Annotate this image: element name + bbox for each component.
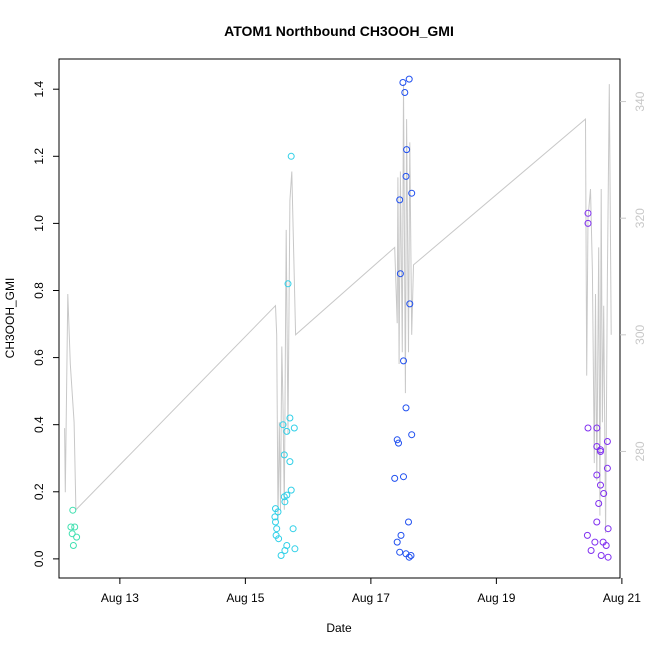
y2-tick-label: 280 xyxy=(633,441,647,461)
data-point xyxy=(591,538,599,546)
data-point xyxy=(281,498,289,506)
data-point xyxy=(393,538,401,546)
data-point xyxy=(402,404,410,412)
secondary-y-axis: 280 300 320 340 xyxy=(620,91,647,461)
y2-tick-label: 340 xyxy=(633,91,647,111)
data-point xyxy=(396,196,404,204)
data-point xyxy=(603,464,611,472)
data-point xyxy=(69,542,77,549)
data-point xyxy=(400,357,407,365)
data-point xyxy=(289,525,297,533)
data-points-layer xyxy=(67,75,612,561)
data-point xyxy=(396,548,404,556)
data-point xyxy=(395,439,402,447)
x-tick-label: Aug 15 xyxy=(226,591,264,605)
y-tick-label: 1.4 xyxy=(32,81,46,98)
y-axis-label: CH3OOH_GMI xyxy=(3,278,17,359)
data-point xyxy=(391,474,399,482)
data-point xyxy=(287,152,295,160)
data-point xyxy=(593,518,601,526)
altitude-line xyxy=(64,84,612,534)
data-point xyxy=(67,523,75,531)
x-tick-label: Aug 21 xyxy=(603,591,641,605)
data-point xyxy=(396,270,404,278)
data-point xyxy=(279,421,287,429)
data-point xyxy=(587,547,595,554)
y-tick-label: 0.0 xyxy=(32,550,46,567)
data-point xyxy=(403,146,411,154)
y-axis: 0.0 0.2 0.4 0.6 0.8 1.0 1.2 1.4 xyxy=(32,81,59,567)
data-point xyxy=(280,451,288,459)
data-point xyxy=(597,446,604,454)
data-point xyxy=(400,473,407,481)
data-point xyxy=(405,518,412,526)
y2-tick-label: 320 xyxy=(633,208,647,228)
plot-area xyxy=(58,58,621,579)
data-point xyxy=(290,424,298,432)
data-point xyxy=(274,508,282,516)
data-point xyxy=(287,486,295,494)
data-point xyxy=(597,552,605,559)
x-tick-label: Aug 13 xyxy=(101,591,139,605)
x-tick-label: Aug 19 xyxy=(477,591,515,605)
data-point xyxy=(283,427,291,435)
data-point xyxy=(402,172,410,180)
x-axis-label: Date xyxy=(326,621,352,635)
data-point xyxy=(73,533,81,541)
x-axis: Aug 13 Aug 15 Aug 17 Aug 19 Aug 21 xyxy=(101,578,641,605)
data-point xyxy=(405,553,413,561)
y-tick-label: 0.8 xyxy=(32,282,46,299)
data-point xyxy=(71,523,79,531)
y-tick-label: 1.2 xyxy=(32,148,46,165)
data-point xyxy=(407,552,415,559)
data-point xyxy=(597,481,604,489)
data-point xyxy=(408,189,416,197)
y-tick-label: 0.2 xyxy=(32,483,46,500)
data-point xyxy=(604,553,612,561)
data-point xyxy=(291,545,299,553)
data-point xyxy=(275,535,283,543)
data-point xyxy=(397,531,405,539)
data-point xyxy=(281,547,289,554)
data-point xyxy=(604,525,612,533)
data-point xyxy=(584,424,592,432)
data-point xyxy=(68,530,76,538)
data-point xyxy=(603,438,611,445)
data-point xyxy=(593,471,601,479)
altitude-line-layer xyxy=(64,84,612,534)
data-point xyxy=(595,500,603,507)
data-point xyxy=(271,513,279,521)
data-point xyxy=(584,209,592,217)
data-point xyxy=(393,436,401,444)
data-point xyxy=(405,75,413,83)
y-tick-label: 0.6 xyxy=(32,349,46,366)
y2-tick-label: 300 xyxy=(633,324,647,344)
data-point xyxy=(272,518,279,526)
y-tick-label: 0.4 xyxy=(32,416,46,433)
data-point xyxy=(401,89,409,96)
data-point xyxy=(399,79,407,86)
data-point xyxy=(584,219,592,227)
data-point xyxy=(286,458,294,466)
x-tick-label: Aug 17 xyxy=(352,591,390,605)
y-tick-label: 1.0 xyxy=(32,215,46,232)
data-point xyxy=(593,424,601,432)
data-point xyxy=(408,431,416,439)
chart-title: ATOM1 Northbound CH3OOH_GMI xyxy=(224,23,454,39)
data-point xyxy=(284,280,292,288)
data-point xyxy=(277,552,285,559)
data-point xyxy=(600,490,608,497)
data-point xyxy=(602,542,610,549)
data-point xyxy=(286,414,294,422)
data-point xyxy=(406,300,414,308)
data-point xyxy=(280,493,288,501)
data-point xyxy=(273,525,281,533)
data-point xyxy=(69,506,77,514)
data-point xyxy=(583,531,591,539)
